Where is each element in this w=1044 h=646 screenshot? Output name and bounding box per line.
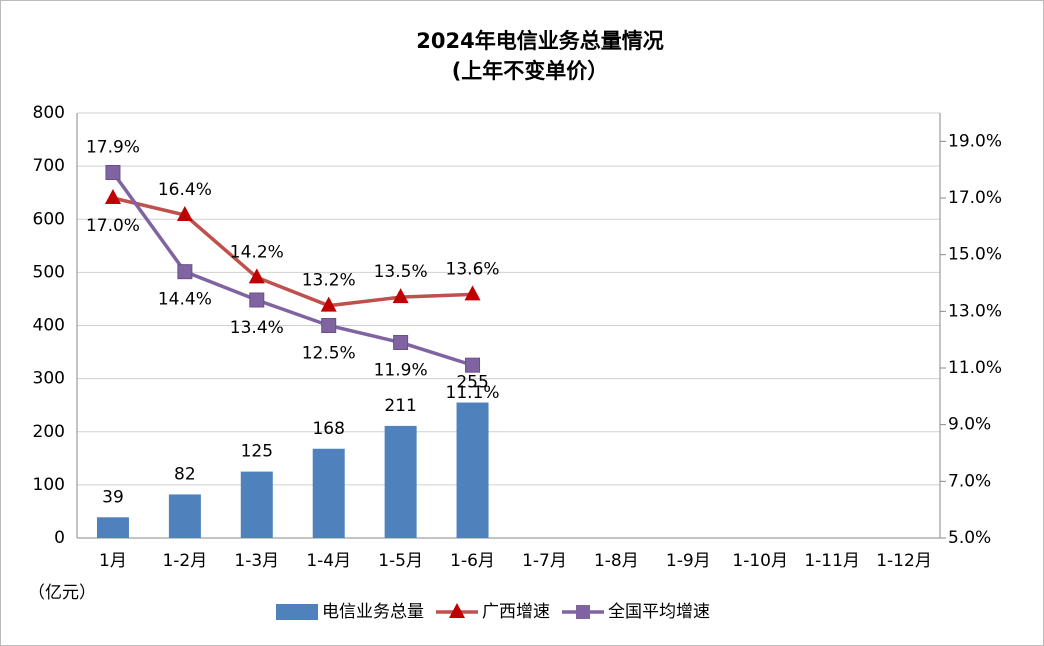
x-tick-label: 1-3月 [234, 551, 279, 571]
y2-tick-label: 13.0% [948, 301, 1002, 321]
data-label: 17.9% [86, 138, 140, 158]
marker [177, 264, 193, 280]
line [112, 196, 473, 308]
x-tick-label: 1-5月 [378, 551, 423, 571]
data-label: 16.4% [158, 180, 212, 200]
y-tick-label: 700 [33, 156, 65, 176]
y2-tick-label: 7.0% [948, 471, 991, 491]
y-tick-label: 100 [33, 475, 65, 495]
y-tick-label: 0 [54, 528, 65, 548]
marker [392, 288, 409, 304]
data-label: 13.5% [374, 262, 428, 282]
x-tick-label: 1-7月 [522, 551, 567, 571]
marker [104, 189, 121, 204]
marker [464, 285, 481, 301]
bar-value-label: 211 [384, 396, 416, 416]
data-label: 13.2% [302, 271, 356, 291]
chart-title: 2024年电信业务总量情况 [416, 29, 663, 53]
marker [105, 165, 121, 180]
marker [321, 318, 337, 333]
legend-marker [576, 605, 590, 619]
data-label: 17.0% [86, 216, 140, 236]
bar [168, 494, 201, 538]
y-tick-label: 800 [33, 103, 65, 123]
y-tick-label: 200 [33, 422, 65, 442]
bar-value-label: 125 [241, 442, 273, 462]
bar-value-label: 255 [456, 373, 488, 393]
marker [249, 292, 265, 308]
x-tick-label: 1-12月 [876, 551, 932, 571]
x-tick-label: 1-9月 [666, 551, 711, 571]
data-label: 13.4% [230, 318, 284, 338]
line [111, 171, 474, 367]
data-label: 14.2% [230, 242, 284, 262]
marker [320, 296, 337, 312]
x-tick-label: 1-10月 [732, 551, 788, 571]
bar [240, 471, 273, 538]
chart-subtitle: (上年不变单价） [452, 59, 609, 83]
bar-value-label: 168 [312, 419, 344, 439]
bar-value-label: 39 [102, 487, 124, 507]
x-tick-label: 1-2月 [162, 551, 207, 571]
y2-tick-label: 9.0% [948, 415, 991, 435]
y2-tick-label: 17.0% [948, 188, 1002, 208]
y2-tick-label: 19.0% [948, 131, 1002, 151]
y2-tick-label: 11.0% [948, 358, 1002, 378]
bar [456, 402, 489, 538]
legend-marker [449, 603, 465, 618]
data-label: 13.6% [446, 259, 500, 279]
x-tick-label: 1月 [99, 551, 127, 571]
legend-swatch [276, 604, 318, 620]
y2-tick-label: 15.0% [948, 245, 1002, 265]
legend-label: 广西增速 [482, 602, 550, 622]
y2-tick-label: 5.0% [948, 528, 991, 548]
y-tick-label: 400 [33, 316, 65, 336]
data-label: 11.1% [446, 383, 500, 403]
bar [96, 517, 129, 538]
y-axis-label: （亿元） [28, 583, 96, 603]
marker [465, 357, 481, 373]
data-label: 14.4% [158, 290, 212, 310]
data-label: 12.5% [302, 344, 356, 364]
y-tick-label: 300 [33, 369, 65, 389]
legend-label: 全国平均增速 [608, 602, 710, 622]
bar [384, 425, 417, 538]
y-tick-label: 500 [33, 262, 65, 282]
bar [312, 448, 345, 538]
x-tick-label: 1-11月 [804, 551, 860, 571]
data-label: 11.9% [374, 361, 428, 381]
x-tick-label: 1-6月 [450, 551, 495, 571]
marker [248, 268, 265, 284]
y-tick-label: 600 [33, 209, 65, 229]
marker [176, 206, 193, 221]
marker [393, 335, 409, 350]
bar-value-label: 82 [174, 464, 196, 484]
x-tick-label: 1-4月 [306, 551, 351, 571]
legend-label: 电信业务总量 [322, 602, 424, 622]
x-tick-label: 1-8月 [594, 551, 639, 571]
